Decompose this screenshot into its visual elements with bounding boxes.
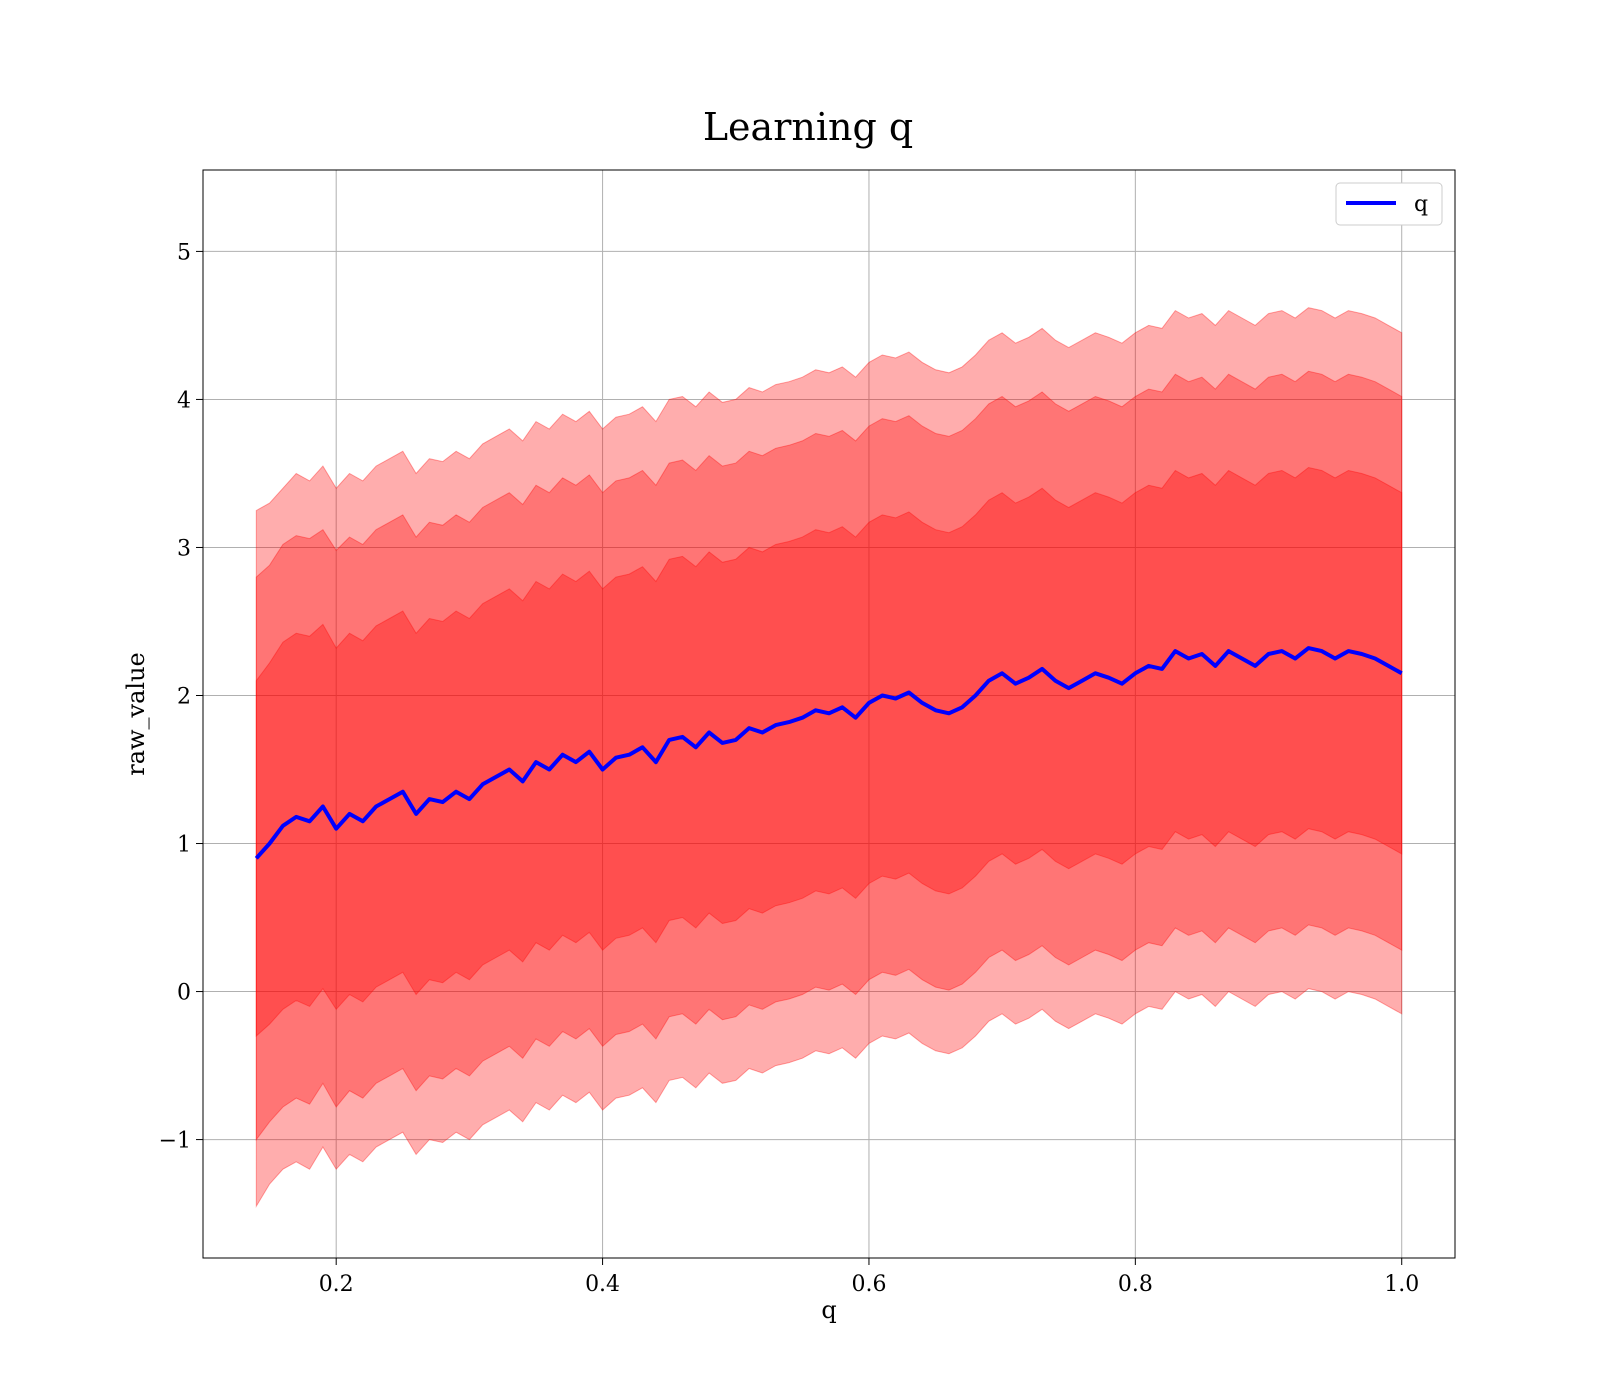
- y-tick-label: 2: [177, 684, 191, 709]
- y-tick-label: −1: [159, 1129, 191, 1154]
- uncertainty-band-2: [255, 466, 1403, 1038]
- chart-title: Learning q: [703, 105, 913, 149]
- y-tick-label: 0: [177, 981, 191, 1006]
- uncertainty-band-0: [255, 307, 1403, 1209]
- series-line-q: [254, 646, 1403, 860]
- grid: [203, 170, 1455, 1258]
- y-axis-label: raw_value: [122, 652, 150, 776]
- y-tick-label: 5: [177, 240, 191, 265]
- y-tick-label: 4: [177, 388, 191, 413]
- x-tick-label: 0.6: [851, 1272, 886, 1297]
- x-axis-label: q: [821, 1296, 836, 1324]
- uncertainty-bands: [255, 307, 1403, 1209]
- y-tick-label: 1: [177, 833, 191, 858]
- plot-frame: [202, 169, 1456, 1259]
- x-tick-label: 0.2: [319, 1272, 354, 1297]
- uncertainty-band-1: [255, 370, 1403, 1142]
- legend-label-q: q: [1414, 192, 1428, 217]
- x-tick-label: 1.0: [1384, 1272, 1419, 1297]
- legend: q: [1335, 182, 1443, 226]
- y-tick-label: 3: [177, 536, 191, 561]
- x-tick-label: 0.4: [585, 1272, 620, 1297]
- series-lines: [254, 646, 1403, 860]
- x-tick-label: 0.8: [1118, 1272, 1153, 1297]
- x-axis-ticks: 0.2 0.4 0.6 0.8 1.0: [319, 1258, 1419, 1297]
- y-axis-ticks: −1 0 1 2 3 4 5: [159, 240, 203, 1154]
